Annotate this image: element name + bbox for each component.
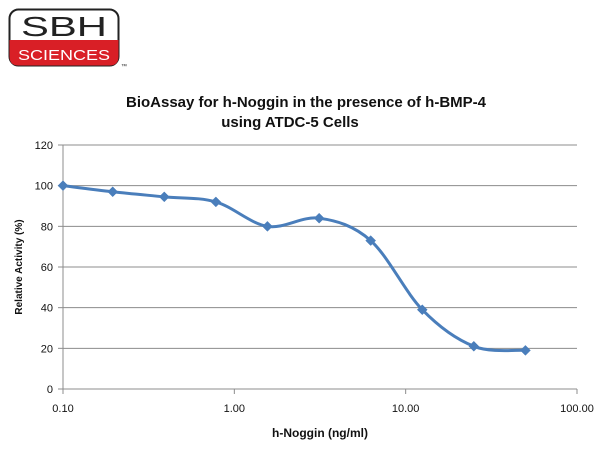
y-tick-labels: 0 20 40 60 80 100 120 (35, 140, 53, 396)
y-axis-title: Relative Activity (%) (14, 219, 25, 314)
y-tick-label-3: 60 (41, 262, 53, 274)
data-point-7 (416, 304, 428, 316)
series-group (57, 180, 531, 356)
x-tick-labels: 0.10 1.00 10.00 100.00 (52, 403, 594, 415)
data-point-8 (468, 340, 480, 352)
y-tick-label-1: 20 (41, 343, 53, 355)
x-tick-label-0: 0.10 (52, 403, 73, 415)
series-line-0 (62, 184, 526, 353)
x-tick-label-3: 100.00 (560, 403, 594, 415)
data-point-0 (57, 180, 69, 192)
axes (58, 144, 578, 394)
x-axis-title: h-Noggin (ng/ml) (272, 426, 368, 440)
logo-trademark: ™ (121, 63, 127, 70)
data-point-3 (210, 196, 222, 208)
data-point-5 (313, 212, 325, 224)
data-point-6 (365, 235, 377, 246)
chart-title-line-2: using ATDC-5 Cells (221, 114, 359, 131)
y-tick-label-2: 40 (41, 303, 53, 315)
y-tick-label-4: 80 (41, 221, 53, 233)
x-tick-label-1: 1.00 (224, 403, 245, 415)
logo-sciences-text: SCIENCES (18, 47, 110, 64)
chart-title-line-1: BioAssay for h-Noggin in the presence of… (126, 94, 487, 111)
sbh-sciences-logo: SBH SCIENCES ™ (8, 8, 127, 70)
x-tick-label-2: 10.00 (392, 403, 420, 415)
logo-sbh-text: SBH (21, 11, 107, 42)
data-point-9 (520, 345, 531, 356)
data-point-1 (107, 186, 119, 198)
y-tick-label-6: 120 (35, 140, 53, 152)
grid-lines (63, 144, 577, 349)
chart-title: BioAssay for h-Noggin in the presence of… (126, 94, 487, 131)
y-tick-label-5: 100 (35, 181, 53, 193)
data-point-2 (158, 191, 170, 203)
data-point-4 (262, 220, 273, 232)
y-tick-label-0: 0 (47, 384, 53, 396)
